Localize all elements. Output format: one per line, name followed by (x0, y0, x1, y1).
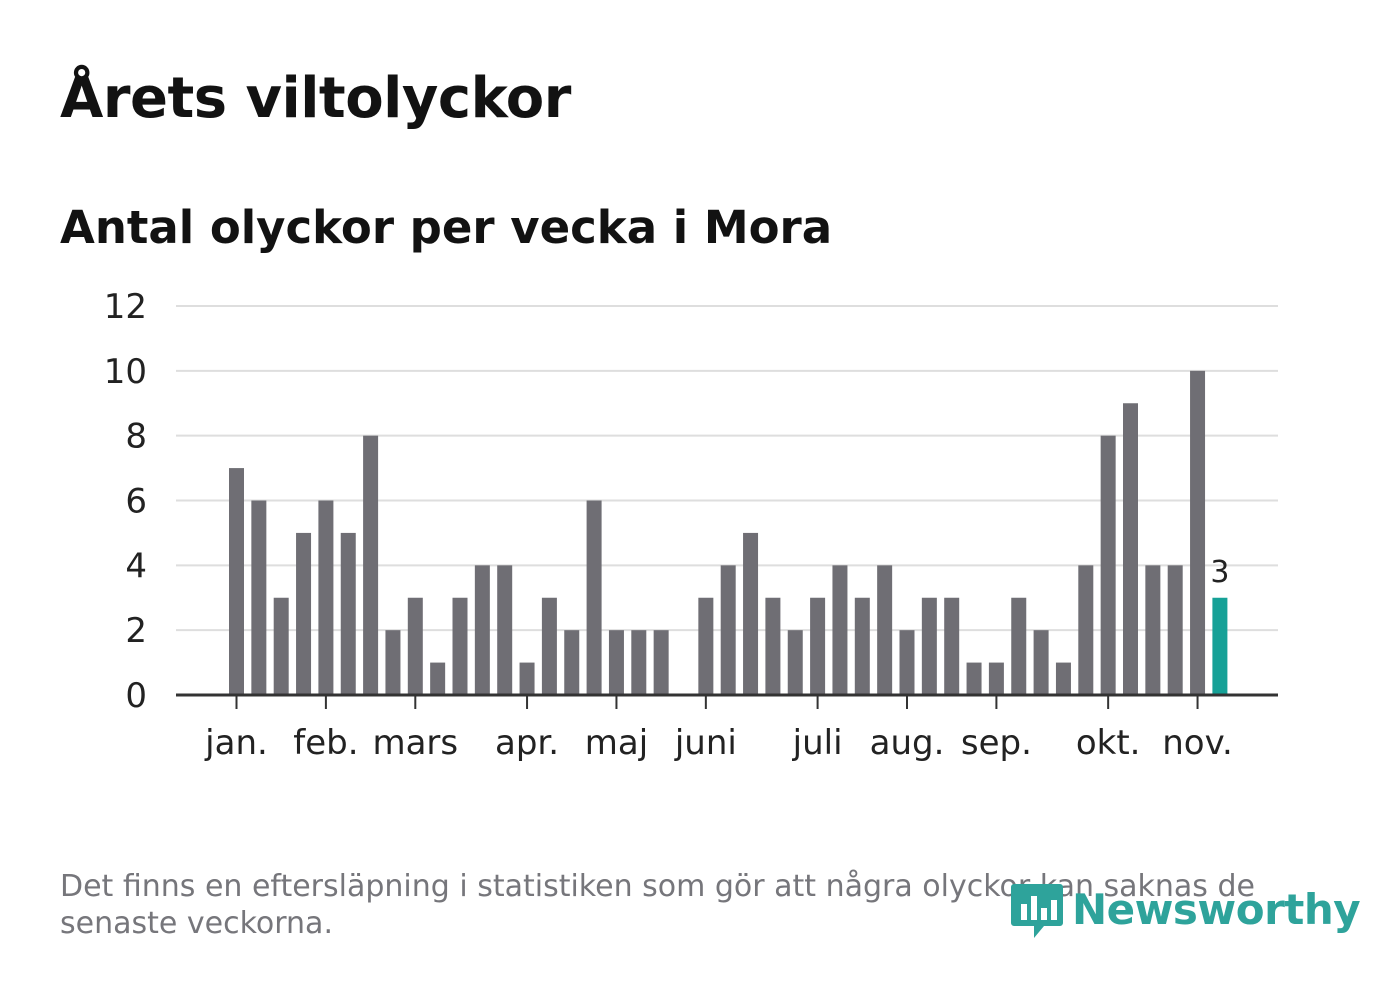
x-tick-label: maj (585, 723, 648, 763)
bar (586, 500, 602, 695)
bar (452, 597, 468, 695)
y-tick-label: 10 (104, 352, 147, 392)
x-tick-label: feb. (293, 723, 358, 763)
bar (1167, 565, 1183, 695)
bar (810, 597, 826, 695)
y-tick-label: 6 (125, 482, 147, 522)
newsworthy-logo[interactable]: Newsworthy (1010, 878, 1361, 940)
bar (541, 597, 557, 695)
bar (229, 468, 244, 695)
chart-title: Årets viltolyckor (60, 66, 571, 131)
bar (1145, 565, 1161, 695)
bar (1011, 597, 1027, 695)
bar (1078, 565, 1094, 695)
bar (251, 500, 267, 695)
y-tick-label: 4 (125, 546, 147, 586)
bar (497, 565, 513, 695)
newsworthy-chart-bubble-icon (1011, 884, 1063, 938)
y-axis-ticks: 0 2 4 6 8 10 12 (104, 287, 147, 716)
bar (899, 630, 915, 695)
bar (765, 597, 781, 695)
y-tick-label: 8 (125, 417, 147, 457)
bar (1055, 662, 1071, 695)
bar (1033, 630, 1049, 695)
bar (340, 532, 356, 695)
bar (1100, 435, 1116, 695)
x-tick-label: juli (792, 723, 843, 763)
bar (318, 500, 334, 695)
x-tick-label: nov. (1162, 723, 1233, 763)
bar (474, 565, 490, 695)
y-tick-label: 12 (104, 287, 147, 327)
bar (1123, 403, 1138, 695)
x-axis-ticks: jan. feb. mars apr. maj juni juli aug. sep. okt. n… (204, 695, 1233, 763)
bar (854, 597, 870, 695)
bar (877, 565, 893, 695)
bar (944, 597, 960, 695)
highlight-bar (1212, 597, 1228, 695)
bar (787, 630, 803, 695)
y-tick-label: 0 (125, 676, 147, 716)
x-tick-label: sep. (961, 723, 1032, 763)
bar (921, 597, 937, 695)
x-tick-label: mars (372, 723, 458, 763)
bar (430, 662, 446, 695)
bar (385, 630, 401, 695)
bar (988, 662, 1004, 695)
bar (653, 630, 669, 695)
bar (720, 565, 736, 695)
bar (564, 630, 580, 695)
bar (363, 435, 379, 695)
bar (832, 565, 848, 695)
bar (743, 532, 759, 695)
bar (698, 597, 714, 695)
y-tick-label: 2 (125, 611, 147, 651)
x-tick-label: apr. (495, 723, 559, 763)
bar (273, 597, 289, 695)
highlight-data-label: 3 (1210, 555, 1229, 590)
bar (296, 532, 312, 695)
x-tick-label: aug. (870, 723, 945, 763)
bar (631, 630, 647, 695)
bar (966, 662, 982, 695)
x-tick-label: okt. (1076, 723, 1141, 763)
x-tick-label: jan. (204, 723, 268, 763)
bars: 3 (229, 370, 1229, 695)
logo-text: Newsworthy (1072, 884, 1361, 934)
chart-subtitle: Antal olyckor per vecka i Mora (60, 201, 833, 254)
bar (608, 630, 624, 695)
bar (519, 662, 535, 695)
x-tick-label: juni (674, 723, 737, 763)
bar (1190, 370, 1206, 695)
bar (407, 597, 423, 695)
